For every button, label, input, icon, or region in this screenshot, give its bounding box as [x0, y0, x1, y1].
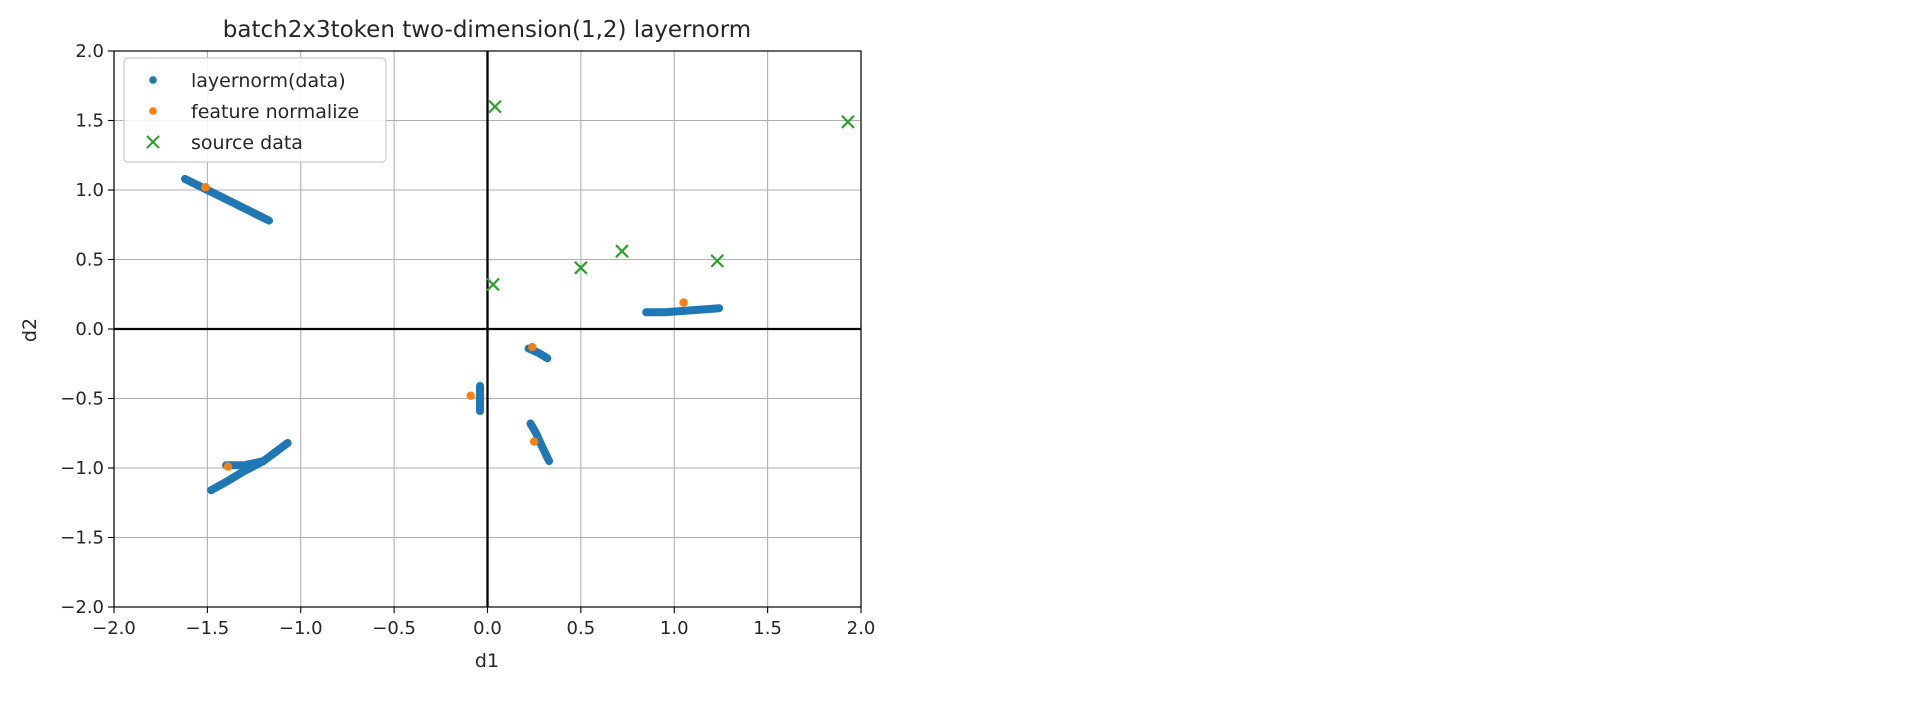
legend-label-feature-normalize: feature normalize	[191, 101, 359, 123]
feature-normalize-point-5	[679, 298, 688, 307]
y-tick-label-4: 0.0	[75, 319, 104, 340]
source-data-point-5-stroke-b	[486, 277, 500, 292]
layernorm-cluster-6	[642, 304, 724, 317]
layernorm-cluster-5	[526, 419, 554, 466]
legend-marker-feature-normalize	[149, 107, 157, 115]
source-data-point-1-stroke-b	[841, 115, 855, 129]
series-feature-normalize	[201, 183, 688, 471]
y-tick-label-7: 1.5	[75, 111, 104, 132]
data-marks	[181, 99, 855, 495]
feature-normalize-point-0	[201, 183, 210, 192]
feature-normalize-point-3	[528, 342, 537, 352]
source-data-point-4	[710, 254, 724, 268]
layernorm-cluster-0	[181, 174, 273, 225]
series-layernorm	[181, 174, 724, 495]
source-data-point-4-stroke-b	[710, 254, 724, 268]
feature-normalize-point-4	[529, 437, 539, 446]
y-axis-label: d2	[19, 318, 41, 342]
axis-ticks	[108, 50, 862, 613]
x-tick-label-7: 1.5	[753, 618, 782, 639]
x-tick-labels: −2.0 −1.5 −1.0 −0.5 0.0 0.5 1.0 1.5 2.0	[92, 618, 875, 639]
y-tick-label-8: 2.0	[75, 41, 104, 62]
source-data-point-0	[488, 99, 502, 114]
source-data-point-2-stroke-b	[615, 244, 629, 258]
x-tick-label-5: 0.5	[567, 618, 596, 639]
feature-normalize-point-2	[466, 391, 475, 400]
y-tick-label-6: 1.0	[75, 180, 104, 201]
y-tick-label-1: −1.5	[60, 528, 104, 549]
y-tick-label-3: −0.5	[60, 389, 104, 410]
source-data-point-2	[615, 244, 629, 258]
source-data-point-0-stroke-b	[488, 99, 502, 114]
y-tick-label-5: 0.5	[75, 250, 104, 271]
legend-marker-layernorm	[149, 76, 157, 84]
x-tick-label-0: −2.0	[92, 618, 136, 639]
y-tick-label-0: −2.0	[60, 597, 104, 618]
source-data-point-1	[841, 115, 855, 129]
source-data-point-3-stroke-b	[574, 261, 588, 275]
legend-label-source-data: source data	[191, 132, 303, 154]
layernorm-cluster-2	[222, 457, 268, 470]
y-tick-label-2: −1.0	[60, 458, 104, 479]
x-tick-label-8: 2.0	[847, 618, 876, 639]
legend: layernorm(data) feature normalize source…	[123, 57, 387, 163]
x-tick-label-2: −1.0	[279, 618, 323, 639]
source-data-point-3	[574, 261, 588, 275]
y-tick-labels: −2.0 −1.5 −1.0 −0.5 0.0 0.5 1.0 1.5 2.0	[60, 41, 104, 618]
series-source-data	[486, 99, 855, 292]
feature-normalize-point-1	[223, 462, 233, 471]
source-data-point-5	[486, 277, 500, 292]
x-tick-label-3: −0.5	[372, 618, 416, 639]
zero-axis-lines	[114, 51, 861, 607]
legend-label-layernorm: layernorm(data)	[191, 70, 346, 92]
x-axis-label: d1	[475, 650, 499, 672]
x-tick-label-4: 0.0	[473, 618, 502, 639]
legend-marker-source-data	[146, 135, 160, 149]
x-tick-label-1: −1.5	[186, 618, 230, 639]
x-tick-label-6: 1.0	[660, 618, 689, 639]
chart-title: batch2x3token two-dimension(1,2) layerno…	[223, 17, 751, 43]
legend-box	[123, 57, 387, 163]
